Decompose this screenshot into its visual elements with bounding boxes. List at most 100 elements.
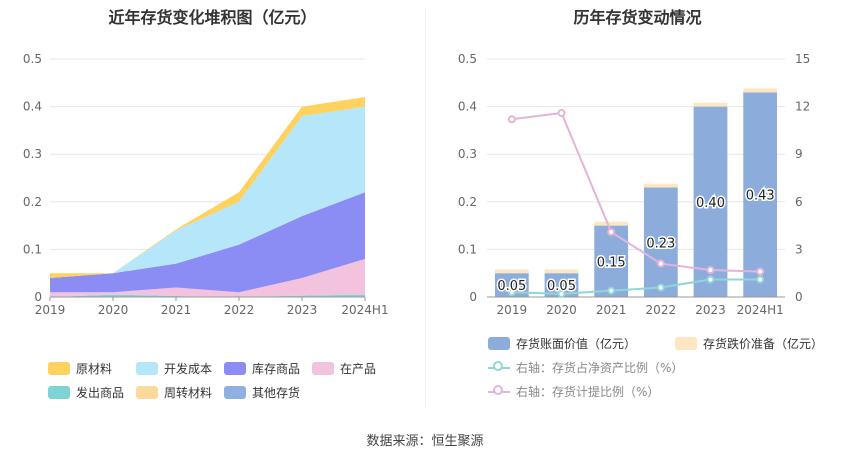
right-y-tick-label: 0 [469, 290, 477, 304]
left-y-tick-label: 0.4 [23, 100, 42, 114]
bar-value-label: 0.05 [547, 279, 576, 294]
left-legend-item[interactable]: 原材料 [48, 360, 112, 377]
bar-1 [494, 269, 529, 274]
left-x-tick-label: 2023 [287, 303, 318, 317]
right-x-tick-label: 2019 [497, 303, 528, 317]
bar-0 [743, 92, 778, 297]
right-x-tick-label: 2024H1 [737, 303, 784, 317]
right-y2-tick-label: 9 [795, 147, 803, 161]
left-y-tick-label: 0.3 [23, 147, 42, 161]
area-series-2 [50, 192, 365, 293]
left-x-tick-label: 2020 [98, 303, 129, 317]
left-x-tick-label: 2024H1 [341, 303, 388, 317]
left-legend-item[interactable]: 其他存货 [224, 384, 300, 401]
line-point [756, 267, 765, 276]
legend-label: 库存商品 [252, 362, 301, 376]
left-x-tick-label: 2022 [224, 303, 255, 317]
legend-label: 右轴：存货计提比例（%） [516, 385, 660, 399]
bar-line-chart-panel: 历年存货变动情况 0 0.1 0.2 0.3 0.4 0.5 0 3 6 9 12 15 2019 202… [425, 0, 850, 420]
line-point [607, 286, 616, 295]
line-point [507, 115, 516, 124]
right-y2-tick-label: 6 [795, 195, 803, 209]
bar-1 [544, 269, 579, 274]
line-point [656, 259, 665, 268]
bar-value-label: 0.15 [597, 255, 626, 270]
right-legend-item[interactable]: 右轴：存货计提比例（%） [488, 383, 659, 400]
legend-label: 周转材料 [164, 386, 213, 400]
bar-0 [693, 106, 728, 297]
right-y-tick-label: 0.1 [458, 242, 477, 256]
line-point [607, 227, 616, 236]
bar-1 [743, 88, 778, 93]
legend-swatch [136, 362, 158, 375]
left-y-tick-label: 0 [34, 290, 42, 304]
data-source: 数据来源：恒生聚源 [366, 434, 484, 449]
legend-swatch [312, 362, 334, 375]
line-point [557, 289, 566, 298]
legend-swatch [224, 362, 246, 375]
bar-value-label: 0.40 [696, 196, 725, 211]
right-x-tick-label: 2023 [695, 303, 726, 317]
bar-0 [544, 273, 579, 297]
left-y-tick-label: 0.5 [23, 52, 42, 66]
stacked-area-chart-panel: 近年存货变化堆积图（亿元） 0 0.1 0.2 0.3 0.4 0.5 2019 2020 20… [0, 0, 425, 420]
left-y-tick-label: 0.2 [23, 195, 42, 209]
bar-0 [643, 187, 678, 297]
right-y-tick-label: 0.4 [458, 100, 477, 114]
right-x-tick-label: 2021 [596, 303, 627, 317]
left-legend-item[interactable]: 周转材料 [136, 384, 212, 401]
right-y2-tick-label: 12 [795, 100, 810, 114]
line-series-0 [511, 278, 761, 295]
panel-divider [425, 8, 426, 408]
bar-1 [643, 183, 678, 188]
legend-swatch [488, 361, 510, 374]
line-series-1 [511, 111, 761, 273]
line-point [706, 266, 715, 275]
line-point [656, 283, 665, 292]
line-point [557, 108, 566, 117]
legend-swatch [488, 337, 510, 350]
left-x-tick-label: 2021 [161, 303, 192, 317]
line-point [507, 288, 516, 297]
right-x-tick-label: 2020 [546, 303, 577, 317]
legend-swatch [224, 386, 246, 399]
legend-swatch [48, 362, 70, 375]
left-x-tick-label: 2019 [35, 303, 66, 317]
right-legend-item[interactable]: 右轴：存货占净资产比例（%） [488, 359, 683, 376]
right-legend-item[interactable]: 存货账面价值（亿元） [488, 335, 636, 352]
right-legend-item[interactable]: 存货跌价准备（亿元） [675, 335, 823, 352]
legend-label: 原材料 [76, 362, 113, 376]
right-y-tick-label: 0.3 [458, 147, 477, 161]
legend-label: 其他存货 [252, 386, 301, 400]
area-series-3 [50, 106, 365, 278]
legend-label: 在产品 [340, 362, 377, 376]
bar-value-label: 0.43 [746, 189, 775, 204]
bar-line-chart: 0 0.1 0.2 0.3 0.4 0.5 0 3 6 9 12 15 2019 2020 2021 2022… [458, 52, 810, 317]
legend-label: 存货跌价准备（亿元） [703, 337, 824, 351]
legend-swatch [675, 337, 697, 350]
bar-value-label: 0.05 [497, 279, 526, 294]
bar-0 [594, 225, 629, 297]
legend-swatch [48, 386, 70, 399]
left-legend-item[interactable]: 开发成本 [136, 360, 212, 377]
left-legend-item[interactable]: 在产品 [312, 360, 376, 377]
right-chart-title: 历年存货变动情况 [573, 8, 702, 27]
bar-1 [594, 221, 629, 226]
stacked-area-chart: 0 0.1 0.2 0.3 0.4 0.5 2019 2020 2021 2022 2023 2024… [23, 52, 389, 317]
right-y2-tick-label: 3 [795, 242, 803, 256]
right-y2-tick-label: 15 [795, 52, 810, 66]
legend-swatch [488, 385, 510, 398]
left-legend-item[interactable]: 发出商品 [48, 384, 124, 401]
left-y-tick-label: 0.1 [23, 242, 42, 256]
legend-swatch [136, 386, 158, 399]
right-y2-tick-label: 0 [795, 290, 803, 304]
legend-label: 存货账面价值（亿元） [516, 337, 637, 351]
right-y-tick-label: 0.2 [458, 195, 477, 209]
right-y-tick-label: 0.5 [458, 52, 477, 66]
bar-0 [494, 273, 529, 297]
legend-label: 开发成本 [164, 362, 213, 376]
bar-1 [693, 102, 728, 107]
left-legend-item[interactable]: 库存商品 [224, 360, 300, 377]
line-point [756, 275, 765, 284]
line-point [706, 275, 715, 284]
